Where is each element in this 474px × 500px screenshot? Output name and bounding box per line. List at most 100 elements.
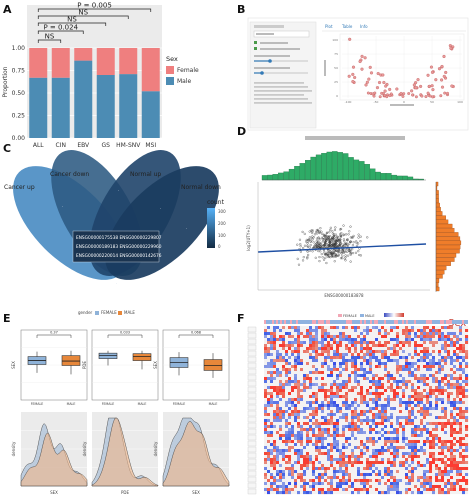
heatmap-cell <box>351 470 355 474</box>
scatter-point <box>333 237 336 240</box>
heatmap-cell <box>405 410 409 414</box>
heatmap-cell <box>465 476 469 480</box>
heatmap-cell <box>327 425 331 429</box>
heatmap-cell <box>333 395 337 399</box>
heatmap-cell <box>339 407 343 411</box>
heatmap-cell <box>333 353 337 357</box>
heatmap-cell <box>432 359 436 363</box>
heatmap-cell <box>282 488 286 492</box>
heatmap-cell <box>324 398 328 402</box>
heatmap-cell <box>426 350 430 354</box>
heatmap-cell <box>435 413 439 417</box>
heatmap-cell <box>312 482 316 486</box>
sidebar-select[interactable] <box>253 30 310 38</box>
heatmap-cell <box>315 350 319 354</box>
heatmap-cell <box>381 362 385 366</box>
heatmap-cell <box>306 473 310 477</box>
heatmap-cell <box>459 470 463 474</box>
heatmap-cell <box>342 383 346 387</box>
heatmap-cell <box>366 344 370 348</box>
heatmap-cell <box>426 455 430 459</box>
heatmap-cell <box>411 356 415 360</box>
heatmap-cell <box>396 443 400 447</box>
heatmap-cell <box>357 362 361 366</box>
tab-plot[interactable]: Plot <box>325 24 333 29</box>
heatmap-cell <box>315 359 319 363</box>
heatmap-cell <box>459 473 463 477</box>
heatmap-cell <box>288 377 292 381</box>
top-histogram-bar <box>353 159 360 181</box>
heatmap-cell <box>306 371 310 375</box>
heatmap-cell <box>354 470 358 474</box>
heatmap-cell <box>285 470 289 474</box>
tab-table[interactable]: Table <box>341 24 353 29</box>
heatmap-cell <box>453 377 457 381</box>
heatmap-cell <box>342 341 346 345</box>
heatmap-cell <box>282 479 286 483</box>
scatter-point <box>326 254 329 257</box>
heatmap-cell <box>459 326 463 330</box>
heatmap-row-annotation <box>247 452 257 459</box>
heatmap-cell <box>456 437 460 441</box>
heatmap-cell <box>270 485 274 489</box>
heatmap-cell <box>420 437 424 441</box>
heatmap-cell <box>285 395 289 399</box>
heatmap-cell <box>321 443 325 447</box>
sidebar-slider-2-handle[interactable] <box>260 71 264 75</box>
heatmap-cell <box>333 338 337 342</box>
heatmap-cell <box>369 455 373 459</box>
heatmap-cell <box>423 440 427 444</box>
heatmap-cell <box>291 407 295 411</box>
sidebar-checkbox-2[interactable] <box>254 47 257 50</box>
heatmap-cell <box>378 482 382 486</box>
heatmap-cell <box>435 410 439 414</box>
heatmap-cell <box>360 377 364 381</box>
heatmap-cell <box>411 440 415 444</box>
volcano-point <box>351 65 356 69</box>
heatmap-cell <box>441 326 445 330</box>
heatmap-cell <box>432 425 436 429</box>
heatmap-cell <box>465 329 469 333</box>
heatmap-cell <box>357 431 361 435</box>
heatmap-cell <box>339 422 343 426</box>
scatter-point <box>330 245 333 248</box>
tab-info[interactable]: Info <box>360 24 368 29</box>
heatmap-cell <box>408 356 412 360</box>
heatmap-cell <box>366 446 370 450</box>
heatmap-cell <box>318 353 322 357</box>
heatmap-cell <box>282 419 286 423</box>
heatmap-cell <box>360 464 364 468</box>
heatmap-cell <box>297 446 301 450</box>
heatmap-cell <box>414 404 418 408</box>
sidebar-slider-1-handle[interactable] <box>268 59 272 63</box>
heatmap-cell <box>423 485 427 489</box>
heatmap-cell <box>432 413 436 417</box>
scatter-point <box>309 243 312 247</box>
heatmap-cell <box>381 344 385 348</box>
heatmap-cell <box>363 335 367 339</box>
heatmap-cell <box>453 431 457 435</box>
heatmap-cell <box>456 338 460 342</box>
heatmap-cell <box>450 332 454 336</box>
heatmap-cell <box>414 425 418 429</box>
heatmap-cell <box>354 455 358 459</box>
heatmap-cell <box>348 437 352 441</box>
heatmap-cell <box>417 401 421 405</box>
heatmap-cell <box>318 488 322 492</box>
heatmap-cell <box>390 392 394 396</box>
heatmap-cell <box>276 356 280 360</box>
heatmap-cell <box>303 362 307 366</box>
heatmap-cell <box>282 428 286 432</box>
heatmap-cell <box>432 437 436 441</box>
heatmap-sex-annotation-cell <box>312 320 314 324</box>
heatmap-cell <box>453 371 457 375</box>
heatmap-cell <box>408 410 412 414</box>
heatmap-cell <box>273 425 277 429</box>
heatmap-cell <box>384 455 388 459</box>
heatmap-cell <box>333 443 337 447</box>
heatmap-cell <box>348 341 352 345</box>
heatmap-cell <box>432 491 436 495</box>
sidebar-checkbox-1[interactable] <box>254 41 257 44</box>
heatmap-cell <box>327 434 331 438</box>
y-tick-label: 0 <box>336 94 338 98</box>
